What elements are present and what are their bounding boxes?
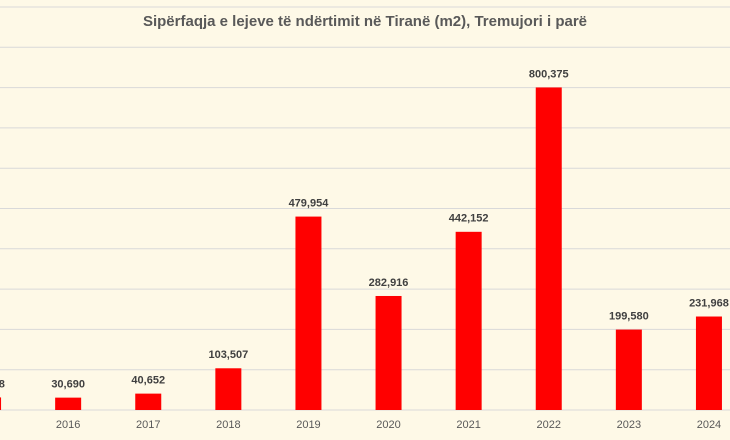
x-tick-label: 2017 <box>136 419 160 431</box>
bar <box>135 393 162 410</box>
bar <box>295 216 322 410</box>
x-tick-label: 2021 <box>456 419 480 431</box>
value-label: 800,375 <box>529 68 569 80</box>
bar <box>695 316 722 410</box>
bar <box>55 397 82 410</box>
x-tick-label: 2022 <box>537 419 561 431</box>
x-tick-label: 2023 <box>617 419 641 431</box>
x-tick-label: 2024 <box>697 419 721 431</box>
bar <box>535 87 562 410</box>
value-label: 479,954 <box>289 197 330 209</box>
bar <box>375 295 402 410</box>
value-label: 30,690 <box>51 379 85 391</box>
value-label: 442,152 <box>449 213 489 225</box>
x-tick-label: 2016 <box>56 419 80 431</box>
value-label: 40,652 <box>131 375 165 387</box>
bar <box>0 397 2 410</box>
bar <box>455 231 482 410</box>
x-tick-label: 2020 <box>376 419 400 431</box>
value-label: 231,968 <box>689 297 729 309</box>
x-tick-label: 2019 <box>296 419 320 431</box>
bar <box>615 329 642 410</box>
value-label: 282,916 <box>369 277 409 289</box>
value-label: 199,580 <box>609 310 649 322</box>
chart-title: Sipërfaqja e lejeve të ndërtimit në Tira… <box>143 13 587 30</box>
x-tick-label: 2018 <box>216 419 240 431</box>
bar <box>215 368 242 410</box>
value-label: 31,238 <box>0 378 5 390</box>
value-label: 103,507 <box>208 349 248 361</box>
